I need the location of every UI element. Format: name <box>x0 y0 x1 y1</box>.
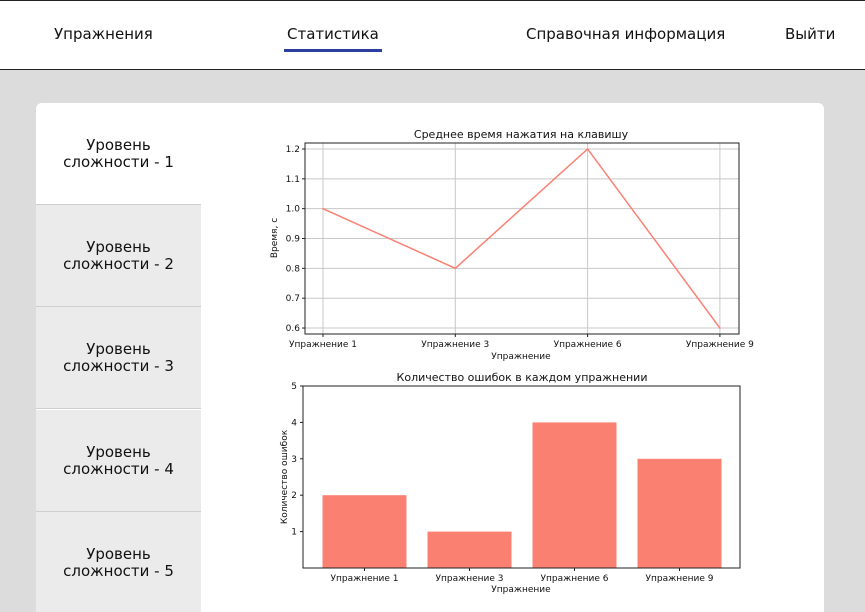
line-chart-ytick-label: 1.1 <box>286 175 300 185</box>
line-series <box>322 147 721 329</box>
level-list: Уровень сложности - 1 Уровень сложности - … <box>36 103 201 612</box>
nav-reference[interactable]: Справочная информация <box>526 25 726 43</box>
line-chart-ytick-label: 0.9 <box>286 235 301 245</box>
top-navigation: Упражнения Статистика Справочная информа… <box>0 0 865 70</box>
bar-chart-xtick-label: Упражнение 6 <box>541 574 609 584</box>
bar-chart-xtick-label: Упражнение 1 <box>331 574 399 584</box>
bar-chart-bar <box>532 422 617 568</box>
line-chart-xlabel: Упражнение <box>491 352 551 362</box>
line-chart-xtick-label: Упражнение 9 <box>686 340 754 350</box>
line-chart-xtick-label: Упражнение 3 <box>421 340 489 350</box>
level-tab-line2: сложности - 2 <box>63 254 174 273</box>
line-chart-frame <box>304 142 740 335</box>
bar-chart-frame <box>302 385 741 569</box>
bar-chart-ylabel: Количество ошибок <box>280 429 290 524</box>
bar-chart-bar <box>427 531 512 568</box>
bar-chart-ytick-label: 1 <box>291 528 297 538</box>
bar-chart: Количество ошибок в каждом упражнении Ко… <box>280 371 741 595</box>
level-tab-1[interactable]: Уровень сложности - 1 <box>36 103 201 205</box>
bar-chart-xlabel: Упражнение <box>491 585 551 595</box>
line-chart-ytick-label: 0.6 <box>286 324 301 334</box>
level-tab-line2: сложности - 5 <box>63 561 174 580</box>
line-chart-ytick-label: 0.7 <box>286 294 300 304</box>
line-chart-ytick-label: 0.8 <box>286 264 301 274</box>
bar-chart-ytick-label: 4 <box>291 418 297 428</box>
bar-chart-ytick-label: 2 <box>291 491 297 501</box>
bar-chart-xtick-label: Упражнение 3 <box>436 574 504 584</box>
level-tab-line2: сложности - 4 <box>63 459 174 478</box>
nav-statistics[interactable]: Статистика <box>284 25 382 52</box>
level-tab-line2: сложности - 1 <box>63 152 174 171</box>
bar-chart-bar <box>322 495 407 568</box>
level-tab-line1: Уровень <box>86 237 151 256</box>
bar-chart-xtick-label: Упражнение 9 <box>646 574 714 584</box>
level-tab-line1: Уровень <box>86 442 151 461</box>
nav-exercises[interactable]: Упражнения <box>54 25 153 43</box>
logout-button[interactable]: Выйти <box>785 25 836 43</box>
level-tab-4[interactable]: Уровень сложности - 4 <box>36 410 201 512</box>
level-tab-line1: Уровень <box>86 544 151 563</box>
level-tab-2[interactable]: Уровень сложности - 2 <box>36 205 201 307</box>
line-chart: Среднее время нажатия на клавишу Время, … <box>270 128 754 362</box>
level-tab-line1: Уровень <box>86 339 151 358</box>
bar-chart-title: Количество ошибок в каждом упражнении <box>397 371 648 384</box>
bar-chart-ytick-label: 3 <box>291 455 297 465</box>
line-chart-xtick-label: Упражнение 1 <box>289 340 357 350</box>
line-chart-ylabel: Время, с <box>270 218 280 258</box>
line-chart-ytick-label: 1.2 <box>286 145 300 155</box>
line-chart-xtick-label: Упражнение 6 <box>554 340 622 350</box>
line-chart-ytick-label: 1.0 <box>286 205 301 215</box>
bar-chart-ytick-label: 5 <box>291 382 297 392</box>
line-chart-title: Среднее время нажатия на клавишу <box>414 128 629 141</box>
level-tab-line1: Уровень <box>86 135 151 154</box>
level-tab-3[interactable]: Уровень сложности - 3 <box>36 307 201 409</box>
level-tab-line2: сложности - 3 <box>63 356 174 375</box>
level-tab-5[interactable]: Уровень сложности - 5 <box>36 512 201 612</box>
bar-chart-bar <box>637 458 722 568</box>
